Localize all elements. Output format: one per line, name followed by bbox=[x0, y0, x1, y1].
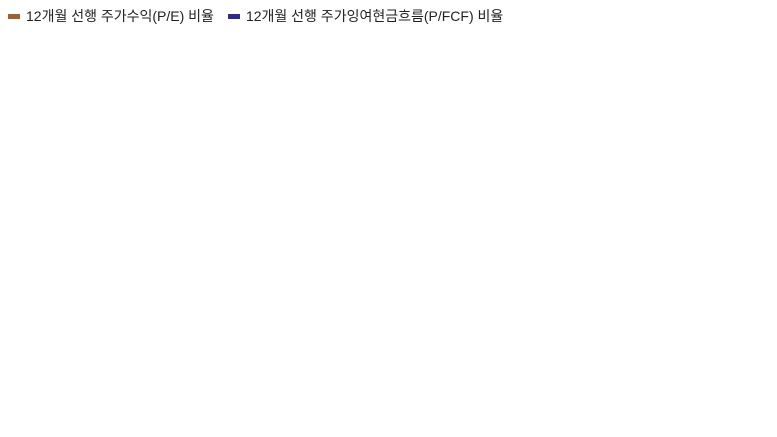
y-tick-label: 30 bbox=[37, 39, 53, 55]
series-line-pfcf bbox=[82, 68, 701, 282]
x-tick-label: 2020 bbox=[461, 414, 494, 431]
x-tick-label: 2010 bbox=[97, 414, 130, 431]
x-tick-label: 2016 bbox=[316, 414, 349, 431]
legend: 12개월 선행 주가수익(P/E) 비율 12개월 선행 주가잉여현금흐름(P/… bbox=[8, 6, 517, 26]
legend-label-pfcf: 12개월 선행 주가잉여현금흐름(P/FCF) 비율 bbox=[245, 8, 504, 24]
y-tick-label: 5 bbox=[37, 324, 45, 340]
legend-swatch-pe bbox=[8, 13, 20, 19]
x-tick-label: 2014 bbox=[243, 414, 276, 431]
legend-label-pe: 12개월 선행 주가수익(P/E) 비율 bbox=[26, 8, 214, 24]
y-tick-label: 15 bbox=[37, 210, 53, 226]
x-tick-label: 2018 bbox=[389, 414, 422, 431]
x-tick-label: 2022 bbox=[534, 414, 567, 431]
y-tick-label: 25 bbox=[37, 96, 53, 112]
y-tick-label: 10 bbox=[37, 267, 53, 283]
y-tick-label: 0 bbox=[37, 381, 45, 397]
x-tick-label: 2012 bbox=[170, 414, 203, 431]
series-line-pe bbox=[82, 141, 701, 284]
x-tick-label: 2024 bbox=[607, 414, 640, 431]
legend-swatch-pfcf bbox=[227, 13, 240, 19]
legend-item-pfcf: 12개월 선행 주가잉여현금흐름(P/FCF) 비율 bbox=[227, 6, 504, 26]
y-tick-label: 20 bbox=[37, 153, 53, 169]
x-tick-label: 2026 bbox=[680, 414, 713, 431]
legend-item-pe: 12개월 선행 주가수익(P/E) 비율 bbox=[8, 6, 214, 26]
